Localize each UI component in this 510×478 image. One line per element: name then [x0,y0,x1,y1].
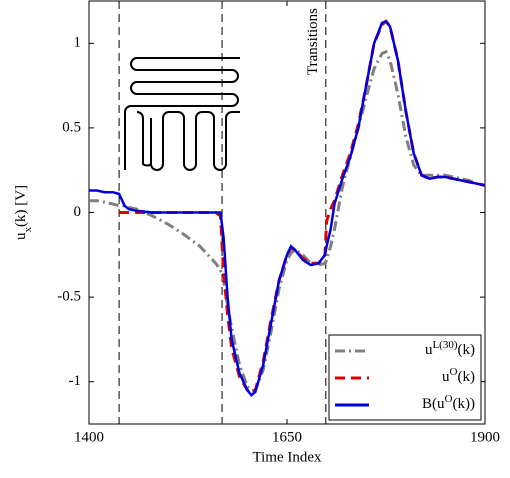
x-tick-label: 1650 [272,429,302,445]
x-tick-label: 1400 [74,429,104,445]
legend-label: B(uO(k)) [422,393,475,413]
y-tick-label: -0.5 [57,289,81,305]
y-tick-label: 0 [74,204,82,220]
serpentine-icon [124,57,240,171]
y-tick-label: -1 [69,373,82,389]
y-tick-label: 0.5 [62,119,81,135]
y-tick-label: 1 [74,35,82,51]
x-axis-label: Time Index [252,449,322,465]
y-axis-label: ux(k) [V] [13,185,33,240]
data-line [89,19,486,397]
data-line [89,49,486,392]
legend-label: uL(30)(k) [425,339,475,359]
legend-label: uO(k) [442,366,475,386]
annotation: Transitions [305,8,321,75]
x-tick-label: 1900 [470,429,500,445]
